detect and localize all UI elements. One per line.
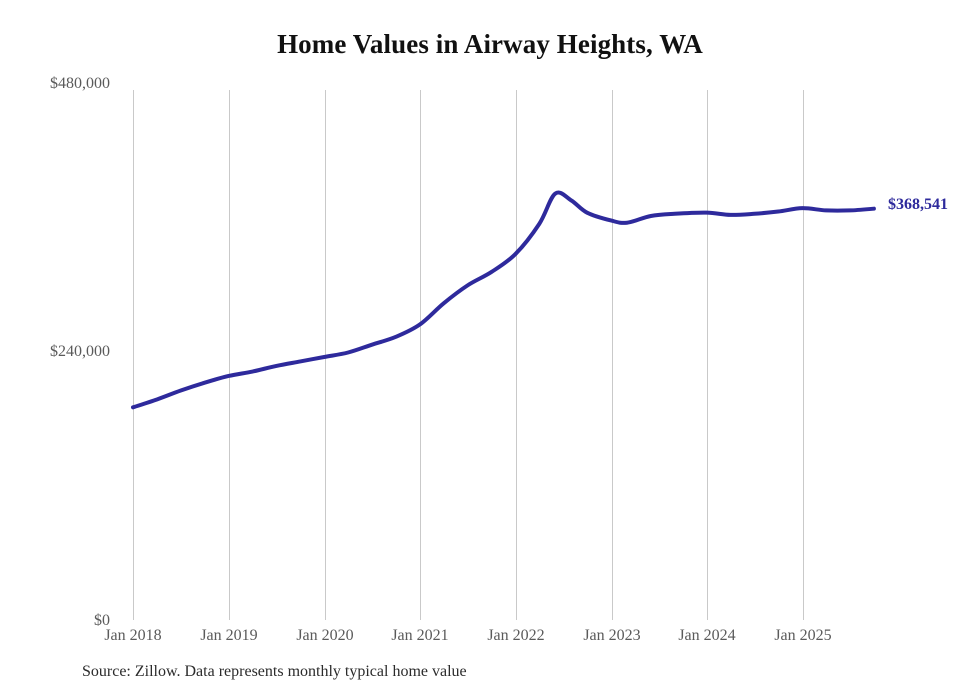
x-axis-tick-jan-2025: Jan 2025 xyxy=(774,627,832,644)
x-axis-tick-jan-2024: Jan 2024 xyxy=(678,627,736,644)
chart-title: Home Values in Airway Heights, WA xyxy=(277,29,703,59)
gridline-jan-2022 xyxy=(516,90,517,620)
endpoint-value-label: $368,541 xyxy=(888,196,948,213)
gridline-jan-2025 xyxy=(803,90,804,620)
x-axis-tick-jan-2020: Jan 2020 xyxy=(296,627,354,644)
x-axis-tick-jan-2022: Jan 2022 xyxy=(487,627,545,644)
gridline-jan-2023 xyxy=(612,90,613,620)
x-axis-tick-jan-2021: Jan 2021 xyxy=(391,627,449,644)
y-axis-tick-0: $0 xyxy=(94,612,110,629)
series-line-typical-home-value xyxy=(131,190,876,410)
source-note: Source: Zillow. Data represents monthly … xyxy=(82,663,467,680)
gridline-jan-2018 xyxy=(133,90,134,620)
gridline-jan-2019 xyxy=(229,90,230,620)
x-axis-tick-jan-2023: Jan 2023 xyxy=(583,627,641,644)
x-axis-tick-jan-2018: Jan 2018 xyxy=(104,627,162,644)
gridline-jan-2021 xyxy=(420,90,421,620)
y-axis-tick-240000: $240,000 xyxy=(50,343,110,360)
gridline-jan-2020 xyxy=(325,90,326,620)
x-axis-tick-jan-2019: Jan 2019 xyxy=(200,627,258,644)
y-axis-tick-480000: $480,000 xyxy=(50,75,110,92)
gridline-jan-2024 xyxy=(707,90,708,620)
